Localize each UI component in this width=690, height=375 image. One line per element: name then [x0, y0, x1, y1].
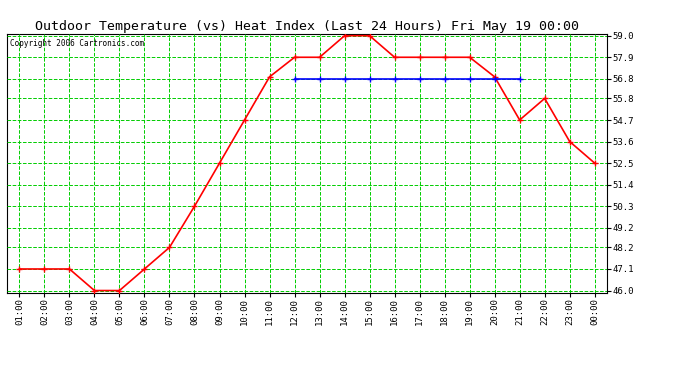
Title: Outdoor Temperature (vs) Heat Index (Last 24 Hours) Fri May 19 00:00: Outdoor Temperature (vs) Heat Index (Las… — [35, 20, 579, 33]
Text: Copyright 2006 Cartronics.com: Copyright 2006 Cartronics.com — [10, 39, 144, 48]
